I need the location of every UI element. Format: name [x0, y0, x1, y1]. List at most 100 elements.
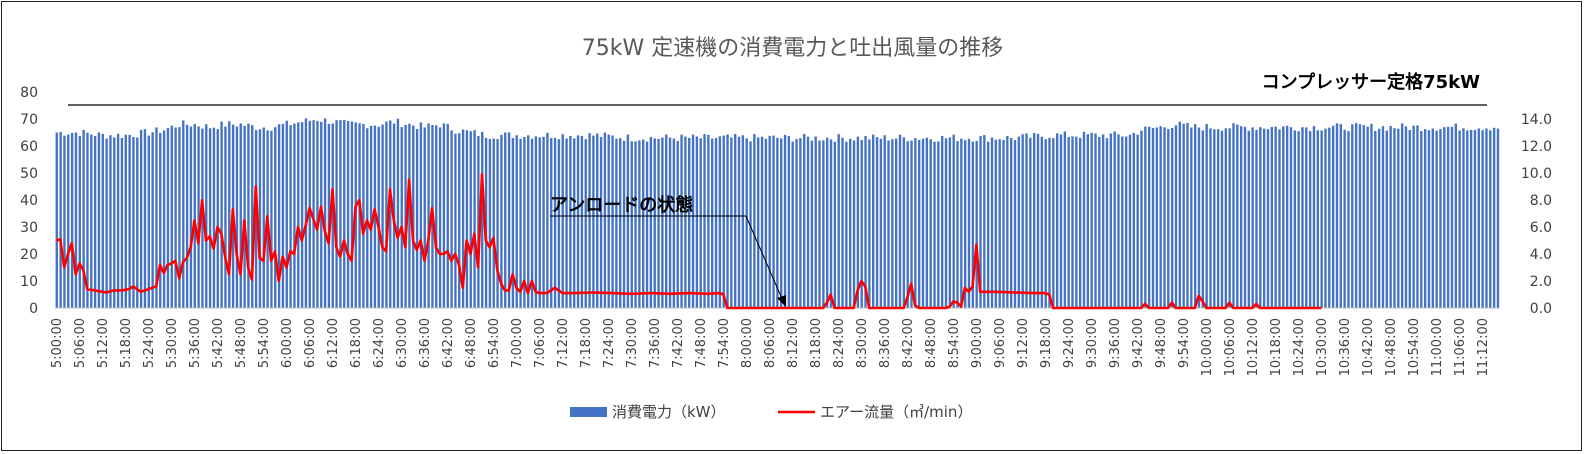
x-tick-label: 7:30:00	[625, 318, 640, 368]
y-left-tick: 30	[20, 220, 38, 236]
consumption-bar	[1266, 129, 1270, 308]
consumption-bar	[251, 125, 254, 308]
consumption-bar	[1423, 129, 1427, 308]
consumption-bar	[1282, 126, 1285, 308]
consumption-bar	[1458, 130, 1461, 308]
consumption-bar	[1109, 133, 1113, 308]
consumption-bar	[619, 138, 622, 308]
consumption-bar	[55, 132, 58, 308]
consumption-bar	[638, 140, 641, 308]
consumption-bar	[1090, 132, 1093, 308]
consumption-bar	[1305, 127, 1308, 308]
consumption-bar	[1324, 128, 1327, 308]
consumption-bar	[220, 121, 223, 308]
consumption-bar	[607, 134, 610, 308]
consumption-bar	[799, 138, 802, 308]
y-right-tick: 8.0	[1530, 193, 1552, 209]
consumption-bar	[1316, 130, 1319, 308]
consumption-bar	[737, 136, 741, 308]
consumption-bar	[557, 139, 561, 308]
consumption-bar	[293, 123, 296, 308]
x-tick-label: 7:36:00	[648, 318, 663, 368]
consumption-bar	[327, 124, 331, 308]
x-tick-label: 6:24:00	[372, 318, 387, 368]
consumption-bar	[818, 140, 821, 308]
consumption-bar	[1017, 136, 1021, 308]
x-tick-label: 11:12:00	[1476, 318, 1491, 376]
x-tick-label: 8:24:00	[832, 318, 847, 368]
consumption-bar	[193, 124, 196, 308]
consumption-bar	[630, 141, 633, 308]
consumption-bar	[208, 128, 212, 308]
consumption-bar	[254, 130, 258, 308]
x-tick-label: 7:24:00	[602, 318, 617, 368]
x-tick-label: 8:48:00	[924, 318, 939, 368]
consumption-bar	[1308, 131, 1312, 308]
consumption-bar	[1477, 128, 1480, 308]
consumption-bar	[1075, 136, 1078, 308]
consumption-bar	[588, 133, 591, 308]
consumption-bar	[492, 138, 495, 308]
x-tick-label: 8:30:00	[855, 318, 870, 368]
x-tick-label: 9:24:00	[1062, 318, 1077, 368]
consumption-bar	[116, 133, 120, 308]
x-tick-label: 9:48:00	[1154, 318, 1169, 368]
x-tick-label: 9:36:00	[1108, 318, 1123, 368]
consumption-bar	[224, 126, 227, 309]
consumption-bar	[228, 121, 231, 308]
consumption-bar	[933, 141, 936, 308]
consumption-bar	[442, 123, 446, 308]
consumption-bar	[1466, 130, 1469, 308]
consumption-bar	[316, 120, 319, 309]
consumption-bar	[684, 136, 687, 308]
y-right-tick: 4.0	[1530, 247, 1552, 263]
consumption-bar	[542, 136, 545, 308]
consumption-bar	[1055, 133, 1059, 308]
consumption-bar	[1335, 123, 1339, 308]
consumption-bar	[419, 122, 423, 309]
x-tick-label: 7:00:00	[510, 318, 525, 368]
x-tick-label: 6:54:00	[487, 318, 502, 368]
consumption-bar	[1454, 123, 1457, 308]
x-tick-label: 5:54:00	[257, 318, 272, 368]
air-flow-line	[56, 173, 1322, 310]
axes-layer: 0 10 20 30 40 50 60 70 80 0.0 2.0 4.0 6.0 8.0 10.0 12.0…	[20, 85, 1552, 376]
consumption-bar	[155, 127, 158, 308]
x-tick-label: 9:06:00	[993, 318, 1008, 368]
consumption-bar	[895, 138, 898, 308]
consumption-bar	[584, 139, 587, 308]
consumption-bar	[642, 139, 645, 308]
consumption-bar	[1289, 127, 1293, 308]
consumption-bar	[1489, 130, 1492, 308]
consumption-bar	[791, 141, 794, 308]
consumption-bar	[691, 134, 695, 308]
consumption-bar	[1393, 128, 1396, 308]
consumption-bar	[902, 137, 906, 308]
y-left-tick: 70	[20, 112, 38, 128]
consumption-bar	[1147, 126, 1151, 308]
consumption-bar	[749, 141, 752, 308]
consumption-bar	[239, 123, 242, 308]
consumption-bar	[1044, 139, 1047, 308]
consumption-bar	[626, 134, 630, 308]
consumption-bar	[423, 127, 426, 308]
consumption-bar	[810, 140, 814, 308]
x-tick-label: 11:06:00	[1453, 318, 1468, 376]
consumption-bar	[1113, 131, 1116, 308]
consumption-bar	[1259, 127, 1262, 308]
consumption-bar	[883, 135, 886, 308]
consumption-bar	[963, 140, 967, 308]
consumption-bar	[561, 134, 564, 308]
consumption-bar	[538, 137, 541, 308]
consumption-bar	[1443, 127, 1446, 308]
x-tick-label: 9:54:00	[1177, 318, 1192, 368]
y-left-tick: 60	[20, 139, 38, 155]
consumption-bar	[1105, 138, 1109, 308]
consumption-bar	[346, 120, 350, 308]
consumption-bar	[910, 140, 913, 308]
y-right-tick: 10.0	[1521, 166, 1552, 182]
consumption-bar	[1412, 125, 1415, 309]
consumption-bar	[362, 123, 365, 308]
consumption-bar	[300, 122, 304, 308]
consumption-bar	[63, 135, 66, 308]
